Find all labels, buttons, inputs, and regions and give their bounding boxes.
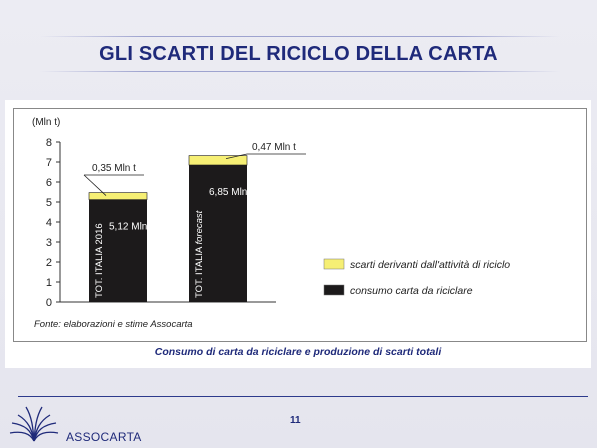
- bar-segment-consumo: [189, 165, 247, 302]
- stacked-bar-chart: (Mln t) 0 1 2 3 4 5 6 7 8 Fonte: elaborazioni e st…: [32, 117, 510, 330]
- bar-value-label: 6,85 Mln t: [209, 187, 253, 198]
- annotation-leader-2016: [83, 174, 107, 196]
- annotation-leader-forecast: [225, 153, 248, 159]
- category-label: TOT. ITALIA forecast: [194, 210, 205, 298]
- bar-value-label: 5,12 Mln t: [109, 222, 153, 233]
- bar-segment-scarti: [88, 192, 148, 200]
- assocarta-logo: [9, 406, 59, 442]
- y-tick-label: 3: [46, 237, 52, 249]
- bar-segment-consumo: [89, 199, 147, 302]
- title-rule-top: [40, 36, 560, 37]
- y-tick-label: 0: [46, 297, 52, 309]
- chart-source: Fonte: elaborazioni e stime Assocarta: [34, 319, 193, 330]
- bar-segment-scarti: [188, 155, 248, 166]
- y-tick-label: 7: [46, 157, 52, 169]
- title-rule-bottom: [40, 71, 560, 72]
- footer-rule: [18, 396, 588, 397]
- y-tick-label: 6: [46, 177, 52, 189]
- annotation-scarti-forecast: 0,47 Mln t: [252, 142, 296, 153]
- legend-swatch-consumo: [323, 284, 345, 296]
- y-tick-label: 5: [46, 197, 52, 209]
- brand-name: ASSOCARTA: [66, 430, 142, 444]
- page-number: 11: [290, 415, 301, 426]
- y-tick-label: 4: [46, 217, 52, 229]
- y-axis-label: (Mln t): [32, 117, 60, 128]
- chart-caption: Consumo di carta da riciclare e produzio…: [154, 346, 442, 358]
- chart-frame: (Mln t) 0 1 2 3 4 5 6 7 8 Fonte: elaborazioni e st…: [13, 108, 587, 342]
- y-tick-label: 2: [46, 257, 52, 269]
- title-band: GLI SCARTI DEL RICICLO DELLA CARTA: [0, 36, 597, 76]
- chart-panel: (Mln t) 0 1 2 3 4 5 6 7 8 Fonte: elaborazioni e st…: [5, 100, 591, 368]
- slide-title: GLI SCARTI DEL RICICLO DELLA CARTA: [99, 43, 498, 65]
- y-tick-label: 8: [46, 137, 52, 149]
- legend-label-consumo: consumo carta da riciclare: [350, 285, 473, 297]
- category-label: TOT. ITALIA 2016: [94, 223, 105, 298]
- y-tick-label: 1: [46, 277, 52, 289]
- legend-label-scarti: scarti derivanti dall'attività di ricicl…: [350, 259, 510, 271]
- legend-swatch-scarti: [323, 258, 345, 270]
- annotation-scarti-2016: 0,35 Mln t: [92, 163, 136, 174]
